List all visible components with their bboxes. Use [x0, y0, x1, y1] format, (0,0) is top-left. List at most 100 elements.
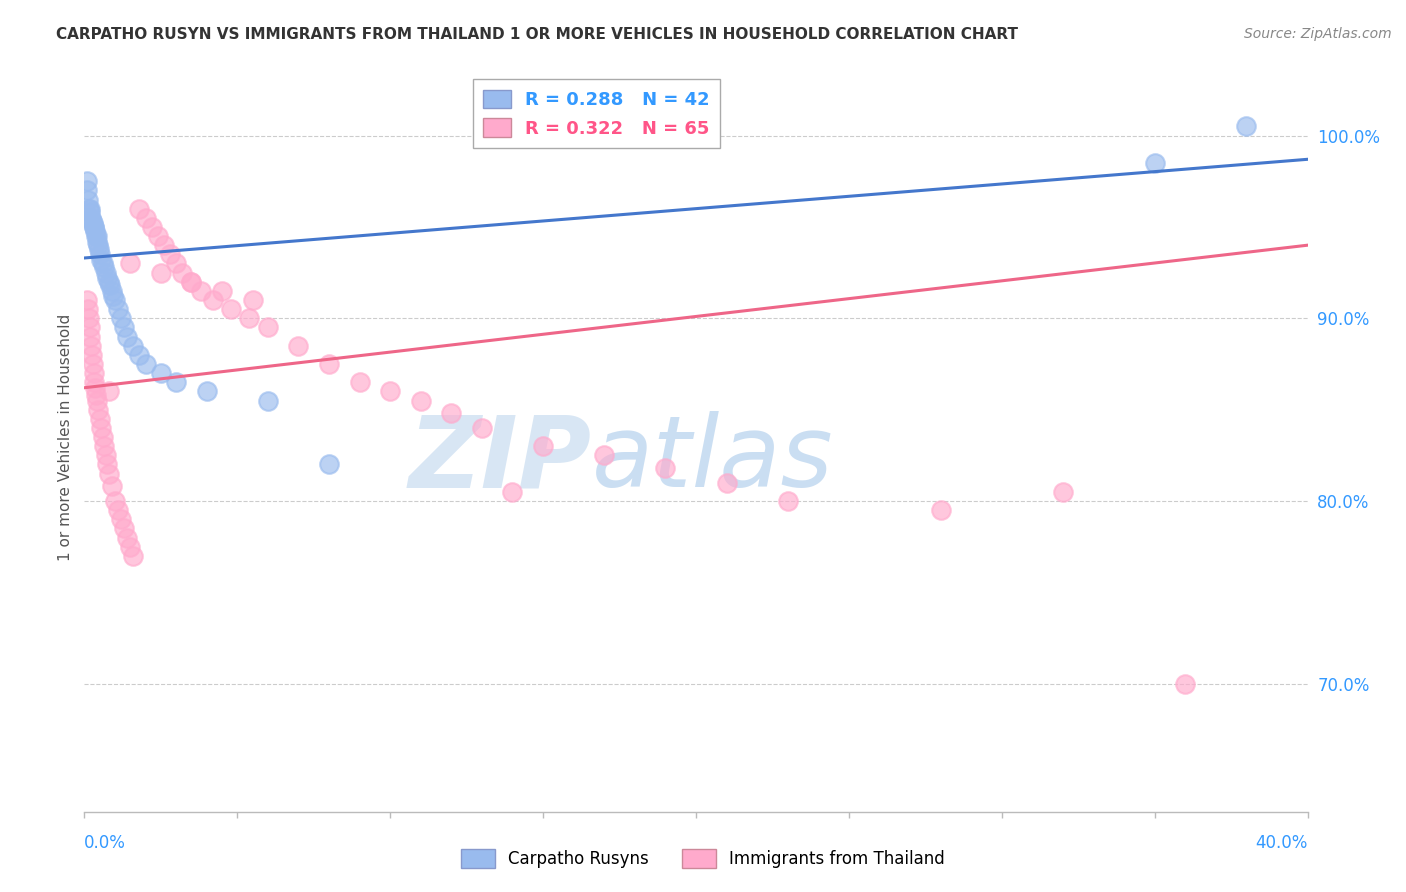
- Point: [80, 348, 103, 362]
- Point: [94, 266, 117, 280]
- Point: [98, 278, 121, 293]
- Point: [96, 271, 118, 285]
- Point: [128, 202, 150, 216]
- Point: [91, 430, 114, 444]
- Point: [190, 284, 212, 298]
- Point: [110, 512, 132, 526]
- Point: [115, 531, 138, 545]
- Point: [80, 214, 103, 228]
- Point: [122, 549, 145, 563]
- Point: [76, 183, 98, 197]
- Y-axis label: 1 or more Vehicles in Household: 1 or more Vehicles in Household: [58, 313, 73, 561]
- Point: [83, 219, 105, 234]
- Point: [593, 448, 616, 462]
- Point: [219, 302, 242, 317]
- Point: [440, 406, 463, 420]
- Point: [77, 193, 100, 207]
- Point: [96, 458, 118, 472]
- Point: [104, 494, 127, 508]
- Point: [84, 388, 107, 402]
- Point: [79, 329, 101, 343]
- Point: [149, 366, 172, 380]
- Point: [120, 256, 142, 270]
- Point: [90, 421, 112, 435]
- Point: [122, 339, 145, 353]
- Text: 0.0%: 0.0%: [84, 834, 127, 852]
- Point: [79, 320, 101, 334]
- Point: [107, 503, 129, 517]
- Point: [82, 216, 104, 230]
- Point: [86, 235, 108, 249]
- Point: [380, 384, 402, 399]
- Point: [80, 211, 103, 225]
- Point: [257, 393, 280, 408]
- Point: [83, 366, 105, 380]
- Point: [87, 242, 110, 256]
- Legend: R = 0.288   N = 42, R = 0.322   N = 65: R = 0.288 N = 42, R = 0.322 N = 65: [472, 79, 720, 148]
- Point: [195, 384, 218, 399]
- Point: [83, 219, 105, 234]
- Point: [80, 339, 103, 353]
- Point: [103, 289, 125, 303]
- Point: [112, 521, 135, 535]
- Point: [135, 211, 157, 225]
- Point: [77, 311, 100, 326]
- Point: [238, 311, 260, 326]
- Point: [104, 293, 127, 307]
- Point: [531, 439, 554, 453]
- Point: [84, 381, 107, 395]
- Point: [1174, 677, 1197, 691]
- Point: [84, 223, 107, 237]
- Point: [929, 503, 952, 517]
- Point: [153, 238, 176, 252]
- Point: [86, 229, 108, 244]
- Point: [349, 376, 371, 390]
- Point: [93, 439, 115, 453]
- Point: [97, 384, 120, 399]
- Point: [172, 266, 194, 280]
- Point: [79, 202, 101, 216]
- Point: [82, 357, 104, 371]
- Point: [716, 475, 738, 490]
- Text: 40.0%: 40.0%: [1256, 834, 1308, 852]
- Point: [89, 247, 111, 261]
- Point: [128, 348, 150, 362]
- Text: atlas: atlas: [592, 411, 834, 508]
- Point: [120, 540, 142, 554]
- Point: [471, 421, 494, 435]
- Point: [502, 484, 524, 499]
- Point: [101, 284, 124, 298]
- Point: [89, 412, 111, 426]
- Point: [76, 174, 98, 188]
- Text: ZIP: ZIP: [409, 411, 592, 508]
- Text: CARPATHO RUSYN VS IMMIGRANTS FROM THAILAND 1 OR MORE VEHICLES IN HOUSEHOLD CORRE: CARPATHO RUSYN VS IMMIGRANTS FROM THAILA…: [56, 27, 1018, 42]
- Point: [83, 376, 105, 390]
- Point: [165, 256, 187, 270]
- Point: [409, 393, 432, 408]
- Point: [318, 357, 340, 371]
- Point: [1143, 156, 1166, 170]
- Point: [180, 275, 202, 289]
- Point: [97, 467, 120, 481]
- Point: [654, 461, 676, 475]
- Point: [149, 266, 172, 280]
- Point: [1236, 120, 1258, 134]
- Point: [287, 339, 309, 353]
- Point: [93, 260, 115, 274]
- Point: [201, 293, 224, 307]
- Point: [87, 238, 110, 252]
- Point: [180, 275, 202, 289]
- Point: [84, 229, 107, 244]
- Point: [86, 393, 108, 408]
- Point: [159, 247, 181, 261]
- Point: [165, 376, 187, 390]
- Point: [107, 302, 129, 317]
- Point: [101, 479, 124, 493]
- Point: [1052, 484, 1074, 499]
- Point: [318, 458, 340, 472]
- Point: [776, 494, 799, 508]
- Point: [115, 329, 138, 343]
- Point: [146, 229, 169, 244]
- Point: [94, 448, 117, 462]
- Text: Source: ZipAtlas.com: Source: ZipAtlas.com: [1244, 27, 1392, 41]
